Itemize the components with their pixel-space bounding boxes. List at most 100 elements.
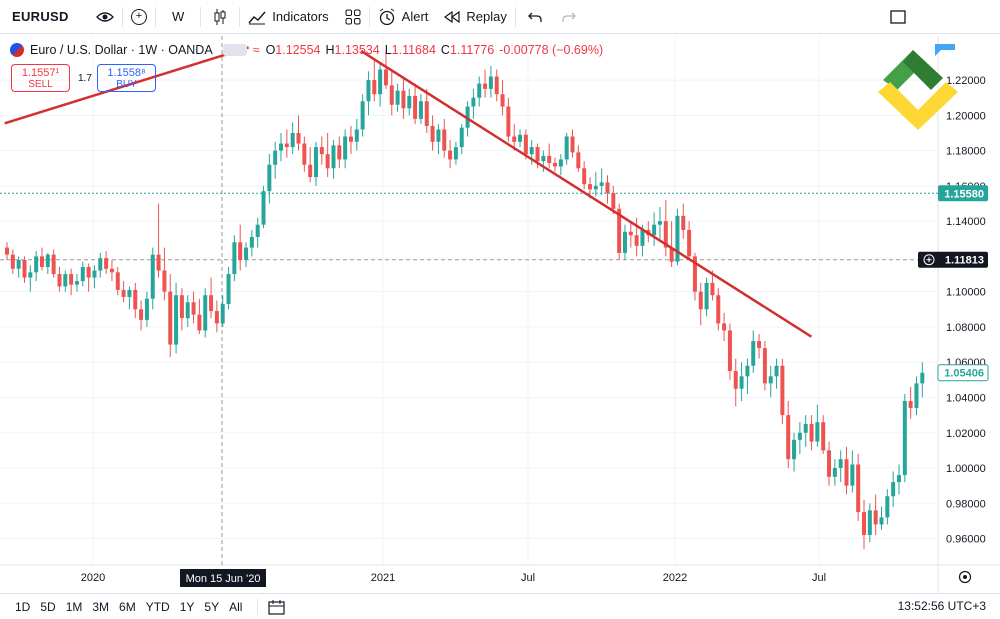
range-5y[interactable]: 5Y xyxy=(204,599,220,614)
clock[interactable]: 13:52:56 UTC+3 xyxy=(897,599,986,613)
candle-body xyxy=(150,254,155,299)
candle-body xyxy=(418,101,423,119)
symbol-label: EURUSD xyxy=(12,9,69,24)
candle-body xyxy=(284,143,289,148)
wave-icon: ≈ xyxy=(252,43,260,57)
toolbar-divider xyxy=(122,6,123,27)
candle-body xyxy=(710,282,715,296)
open-label: O xyxy=(265,43,276,57)
candle-body xyxy=(675,215,680,262)
range-all[interactable]: All xyxy=(229,599,243,614)
candle-body xyxy=(844,459,849,486)
candle-body xyxy=(687,229,692,257)
sell-price: 1.1557¹ xyxy=(21,67,60,79)
toolbar-divider xyxy=(239,6,241,27)
indicators-button[interactable]: Indicators xyxy=(240,0,336,33)
range-1d[interactable]: 1D xyxy=(15,599,31,614)
candle-body xyxy=(669,247,674,262)
candle-body xyxy=(5,247,9,255)
redo-button[interactable] xyxy=(554,0,584,33)
undo-icon xyxy=(527,12,542,22)
candle-body xyxy=(378,69,383,95)
candle-body xyxy=(733,371,738,389)
candle-body xyxy=(564,136,569,160)
candle-body xyxy=(401,90,406,109)
candle-body xyxy=(471,97,476,107)
trendline[interactable] xyxy=(4,46,249,125)
fullscreen-button[interactable] xyxy=(882,0,1000,33)
candle-body xyxy=(34,256,39,273)
high-value: 1.13534 xyxy=(334,43,380,57)
x-tick-label: Jul xyxy=(521,572,535,584)
x-tick-label: 2021 xyxy=(371,572,395,584)
candle-body xyxy=(191,302,196,315)
chart-type-button[interactable] xyxy=(201,0,239,33)
candle-body xyxy=(617,208,622,253)
candle-body xyxy=(442,129,447,151)
y-tick-label: 1.22000 xyxy=(946,75,986,87)
range-1m[interactable]: 1M xyxy=(65,599,83,614)
y-tick-label: 1.02000 xyxy=(946,428,986,440)
candle-body xyxy=(407,95,412,109)
candle-body xyxy=(168,291,173,345)
buy-button[interactable]: 1.1558⁸ BUY xyxy=(97,64,156,92)
open-value: 1.12554 xyxy=(275,43,321,57)
low-value: 1.11684 xyxy=(391,43,436,57)
candle-body xyxy=(891,482,896,497)
candle-body xyxy=(383,69,388,86)
symbol-search-button[interactable]: EURUSD xyxy=(0,0,88,33)
templates-button[interactable] xyxy=(337,0,369,33)
candle-body xyxy=(797,432,802,440)
candle-body xyxy=(809,423,814,442)
range-5d[interactable]: 5D xyxy=(40,599,56,614)
range-1y[interactable]: 1Y xyxy=(179,599,195,614)
replay-button[interactable]: Replay xyxy=(436,0,514,33)
settings-icon xyxy=(958,570,972,584)
candle-body xyxy=(16,259,21,269)
settings-icon-center xyxy=(963,575,967,579)
candle-body xyxy=(238,242,243,260)
sell-button[interactable]: 1.1557¹ SELL xyxy=(11,64,70,92)
calendar-range-icon[interactable] xyxy=(268,599,286,615)
alert-button[interactable]: Alert xyxy=(370,0,437,33)
trendlines[interactable] xyxy=(4,46,813,338)
candle-body xyxy=(879,517,884,525)
time-axis[interactable]: 2020 2021 Jul 2022 Jul Mon 15 Jun '20 xyxy=(81,569,826,587)
candle-body xyxy=(308,164,313,178)
x-tick-label: 2020 xyxy=(81,572,105,584)
candle-body xyxy=(582,168,587,185)
interval-button[interactable]: W xyxy=(156,0,200,33)
candle-body xyxy=(226,274,231,305)
add-symbol-button[interactable]: + xyxy=(123,0,155,33)
trendline[interactable] xyxy=(360,49,813,338)
candle-body xyxy=(757,341,762,349)
candle-body xyxy=(249,237,254,248)
legend-title[interactable]: Euro / U.S. Dollar · 1W · OANDA xyxy=(30,43,213,57)
range-ytd[interactable]: YTD xyxy=(145,599,170,614)
y-tick-label: 1.14000 xyxy=(946,216,986,228)
candle-body xyxy=(104,258,109,269)
replay-label: Replay xyxy=(466,9,507,24)
range-3m[interactable]: 3M xyxy=(92,599,110,614)
candle-body xyxy=(605,182,610,193)
candlestick-series xyxy=(5,51,925,550)
candle-body xyxy=(448,150,453,160)
candle-body xyxy=(477,83,482,98)
compare-symbol-button[interactable] xyxy=(88,0,122,33)
axis-settings-button[interactable] xyxy=(958,570,972,584)
range-6m[interactable]: 6M xyxy=(119,599,136,614)
eye-icon xyxy=(96,11,114,22)
hide-legend-toggle[interactable] xyxy=(222,44,247,56)
price-axis[interactable]: 1.220001.200001.180001.160001.140001.100… xyxy=(918,75,989,546)
buy-label: BUY xyxy=(116,79,137,90)
undo-button[interactable] xyxy=(516,0,554,33)
candle-body xyxy=(319,147,324,155)
candle-body xyxy=(535,147,540,162)
candle-body xyxy=(588,184,592,190)
price-tag-label: 1.05406 xyxy=(944,368,984,380)
candle-body xyxy=(331,145,336,169)
candles-icon xyxy=(214,8,226,25)
candle-body xyxy=(762,348,767,384)
y-tick-label: 0.98000 xyxy=(946,498,986,510)
